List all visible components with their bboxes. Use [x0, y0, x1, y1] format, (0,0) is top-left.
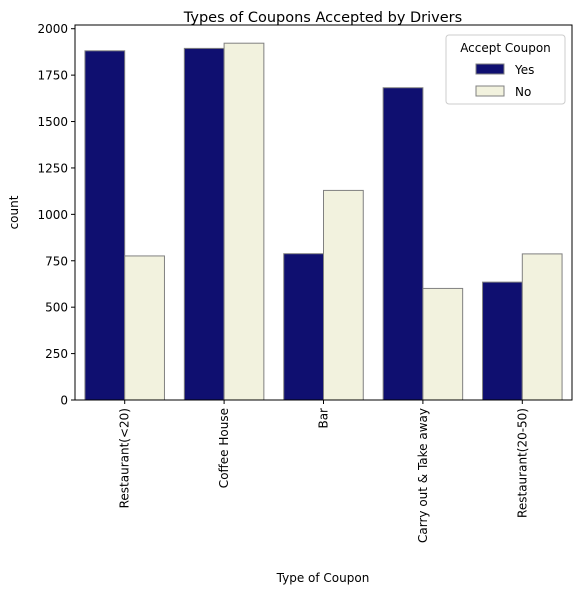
- x-tick-label: Bar: [317, 408, 331, 429]
- bar-yes-2: [283, 253, 324, 401]
- x-axis-label: Type of Coupon: [276, 571, 370, 585]
- legend: Accept Coupon Yes No: [445, 34, 566, 105]
- y-axis-label: count: [7, 195, 21, 229]
- bars-group: [84, 42, 563, 401]
- bar-no-0: [124, 255, 165, 401]
- bar-yes-4: [482, 281, 523, 401]
- bar-no-2: [323, 189, 364, 401]
- bar-yes-3: [382, 87, 424, 401]
- y-axis: 0 250 500 750 1000 1250 1500 1750 2000: [37, 22, 75, 408]
- bar-no-4: [521, 253, 563, 401]
- y-tick-label: 1500: [37, 115, 68, 129]
- y-tick-label: 1750: [37, 69, 68, 83]
- bar-no-1: [223, 42, 265, 401]
- x-tick-label: Carry out & Take away: [416, 408, 430, 543]
- bar-yes-1: [183, 47, 225, 401]
- plot-frame: [74, 24, 573, 401]
- chart-title: Types of Coupons Accepted by Drivers: [183, 10, 462, 26]
- y-tick-label: 250: [45, 347, 68, 361]
- legend-label-no: No: [515, 85, 531, 99]
- y-tick-label: 500: [45, 301, 68, 315]
- y-tick-label: 1000: [37, 208, 68, 222]
- legend-swatch-yes: [475, 63, 505, 75]
- x-axis: Restaurant(<20) Coffee House Bar Carry out …: [118, 400, 529, 543]
- x-tick-label: Restaurant(<20): [118, 408, 132, 508]
- y-tick-label: 1250: [37, 161, 68, 175]
- y-tick-label: 750: [45, 254, 68, 268]
- bar-no-3: [422, 287, 464, 401]
- legend-title: Accept Coupon: [460, 41, 551, 55]
- legend-swatch-no: [475, 85, 505, 97]
- legend-label-yes: Yes: [514, 63, 534, 77]
- y-tick-label: 2000: [37, 22, 68, 36]
- y-tick-label: 0: [60, 394, 68, 408]
- bar-yes-0: [84, 50, 126, 401]
- x-tick-label: Restaurant(20-50): [515, 408, 529, 518]
- x-tick-label: Coffee House: [217, 408, 231, 488]
